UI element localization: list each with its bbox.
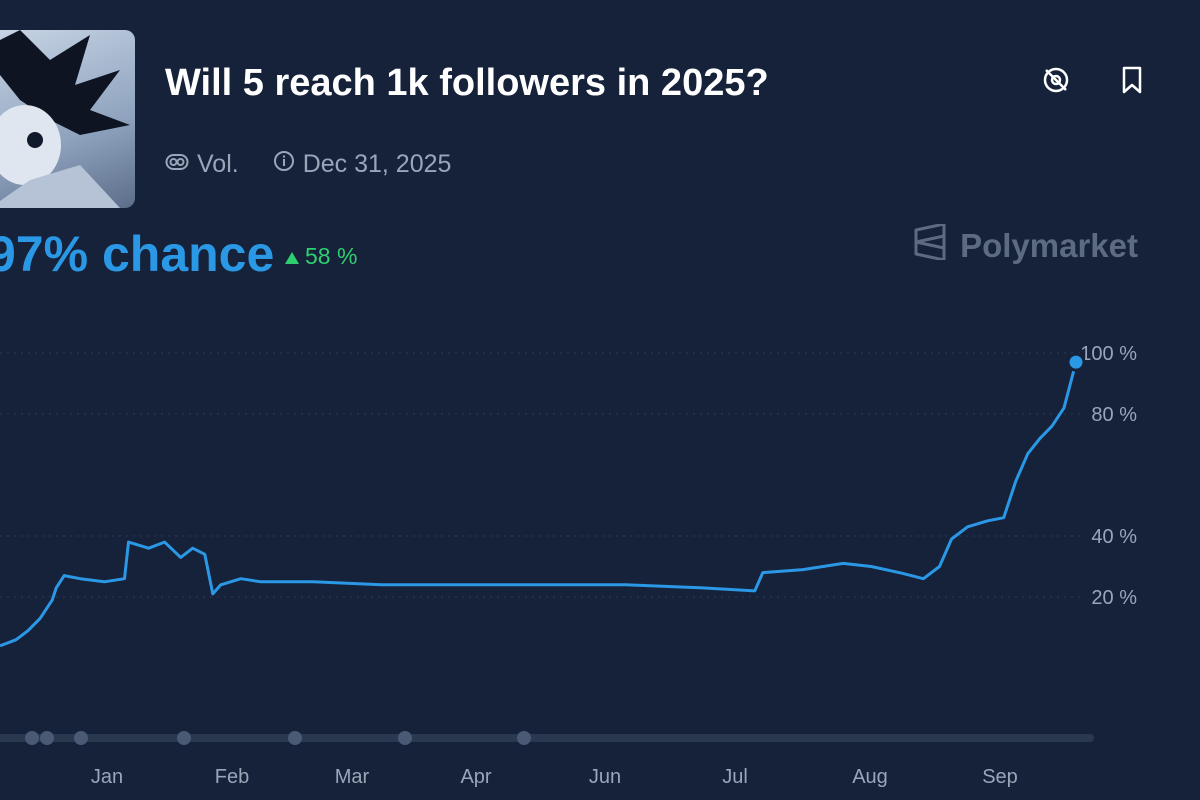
y-tick-label: 80 % xyxy=(1091,404,1137,426)
market-title: Will 5 reach 1k followers in 2025? xyxy=(165,62,769,104)
x-tick-label: Aug xyxy=(852,766,888,788)
hide-button[interactable] xyxy=(1040,66,1072,98)
event-marker[interactable] xyxy=(74,731,88,745)
event-marker[interactable] xyxy=(517,731,531,745)
event-marker[interactable] xyxy=(177,731,191,745)
event-marker[interactable] xyxy=(398,731,412,745)
x-tick-label: Jun xyxy=(589,766,621,788)
market-meta: Vol. Dec 31, 2025 xyxy=(165,150,451,179)
infinity-icon xyxy=(165,150,189,179)
current-point xyxy=(1066,352,1086,372)
y-tick-label: 40 % xyxy=(1091,526,1137,548)
bookmark-icon xyxy=(1121,66,1143,99)
x-tick-label: Jan xyxy=(91,766,123,788)
change-value: 58 % xyxy=(305,243,358,269)
x-tick-label: Feb xyxy=(215,766,249,788)
x-tick-label: Mar xyxy=(335,766,370,788)
end-date: Dec 31, 2025 xyxy=(302,150,452,178)
x-tick-label: Apr xyxy=(460,766,491,788)
brand-watermark: Polymarket xyxy=(914,222,1138,268)
event-marker[interactable] xyxy=(40,731,54,745)
market-thumbnail xyxy=(0,30,135,208)
triangle-up-icon xyxy=(285,243,299,270)
polymarket-logo-icon xyxy=(914,222,946,268)
chance-value: 97% chance xyxy=(0,226,275,282)
volume-label: Vol. xyxy=(197,150,239,178)
y-tick-label: 100 % xyxy=(1080,343,1137,365)
y-tick-label: 20 % xyxy=(1091,587,1137,609)
bookmark-button[interactable] xyxy=(1116,66,1148,98)
info-icon xyxy=(273,150,295,179)
event-marker[interactable] xyxy=(288,731,302,745)
series-line xyxy=(0,361,1078,648)
x-tick-label: Jul xyxy=(722,766,748,788)
change-badge: 58 % xyxy=(285,243,357,270)
price-chart: 20 % 40 % 80 % 100 % Jan Feb Mar Apr Jun Jul Aug S… xyxy=(0,343,1137,788)
event-marker[interactable] xyxy=(25,731,39,745)
market-actions xyxy=(1040,66,1148,98)
x-tick-label: Sep xyxy=(982,766,1018,788)
brand-name: Polymarket xyxy=(960,227,1138,264)
eye-off-icon xyxy=(1042,66,1070,99)
